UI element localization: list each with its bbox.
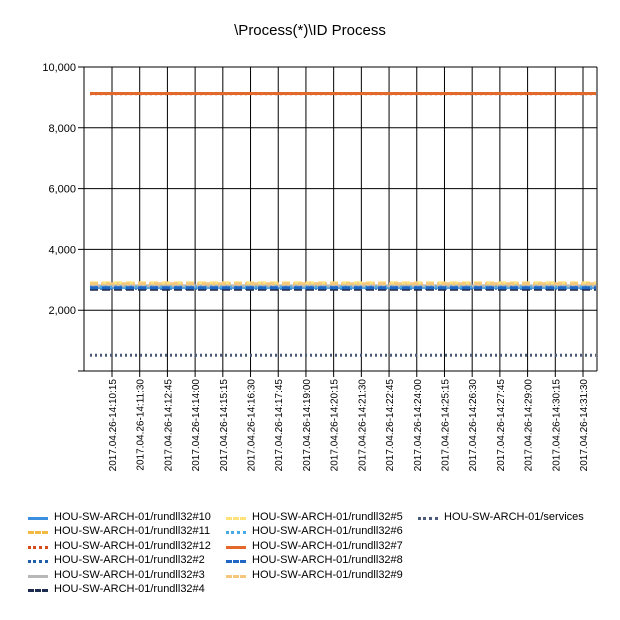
legend-swatch — [28, 545, 48, 549]
x-tick-label: 2017.04.26-14:21:30 — [357, 379, 368, 472]
y-tick-label: 10,000 — [42, 62, 76, 74]
y-tick-label: 2,000 — [48, 305, 76, 317]
legend-swatch — [226, 560, 246, 564]
x-tick-label: 2017.04.26-14:31:30 — [579, 379, 590, 472]
legend-swatch — [226, 531, 246, 535]
grid — [78, 66, 598, 377]
x-tick-label: 2017.04.26-14:30:15 — [551, 379, 562, 472]
chart-title: \Process(*)\ID Process — [234, 22, 386, 39]
legend-label: HOU-SW-ARCH-01/rundll32#11 — [54, 525, 211, 538]
legend-label: HOU-SW-ARCH-01/rundll32#6 — [252, 525, 403, 538]
y-axis: 2,000 4,000 6,000 8,000 10,000 — [42, 62, 76, 317]
x-tick-label: 2017.04.26-14:12:45 — [163, 379, 174, 472]
legend-swatch — [28, 588, 48, 592]
x-tick-label: 2017.04.26-14:24:00 — [413, 379, 424, 472]
legend-label: HOU-SW-ARCH-01/rundll32#3 — [54, 568, 205, 581]
legend-label: HOU-SW-ARCH-01/rundll32#9 — [252, 568, 403, 581]
x-axis: 2017.04.26-14:10:15 2017.04.26-14:11:30 20… — [108, 379, 590, 472]
x-tick-label: 2017.04.26-14:26:30 — [468, 379, 479, 472]
y-tick-label: 4,000 — [48, 244, 76, 256]
legend-swatch — [226, 574, 246, 578]
x-tick-label: 2017.04.26-14:16:30 — [247, 379, 258, 472]
legend-label: HOU-SW-ARCH-01/rundll32#8 — [252, 554, 403, 567]
legend-label: HOU-SW-ARCH-01/rundll32#5 — [252, 511, 403, 523]
x-tick-label: 2017.04.26-14:10:15 — [108, 379, 119, 472]
legend-label: HOU-SW-ARCH-01/services — [444, 511, 584, 523]
y-tick-label: 8,000 — [48, 123, 76, 135]
series-lines — [90, 91, 596, 357]
x-tick-label: 2017.04.26-14:14:00 — [191, 379, 202, 472]
legend-swatch — [28, 531, 48, 535]
legend-label: HOU-SW-ARCH-01/rundll32#10 — [54, 511, 211, 523]
legend-swatch — [226, 545, 246, 549]
x-tick-label: 2017.04.26-14:22:45 — [385, 379, 396, 472]
x-tick-label: 2017.04.26-14:19:00 — [302, 379, 313, 472]
x-tick-label: 2017.04.26-14:25:15 — [440, 379, 451, 472]
legend-label: HOU-SW-ARCH-01/rundll32#7 — [252, 539, 403, 552]
x-tick-label: 2017.04.26-14:11:30 — [136, 379, 147, 471]
x-tick-label: 2017.04.26-14:17:45 — [274, 379, 285, 472]
legend-label: HOU-SW-ARCH-01/rundll32#2 — [54, 554, 205, 567]
y-tick-label: 6,000 — [48, 184, 76, 196]
legend-swatch — [28, 560, 48, 564]
legend-swatch — [28, 517, 48, 520]
x-tick-label: 2017.04.26-14:29:00 — [524, 379, 535, 472]
legend-swatch — [28, 574, 48, 578]
legend-label: HOU-SW-ARCH-01/rundll32#12 — [54, 539, 211, 552]
x-tick-label: 2017.04.26-14:15:15 — [219, 379, 230, 472]
legend-swatch — [418, 517, 438, 520]
x-tick-label: 2017.04.26-14:27:45 — [496, 379, 507, 472]
legend-label: HOU-SW-ARCH-01/rundll32#4 — [54, 582, 205, 595]
legend-swatch — [226, 517, 246, 520]
x-tick-label: 2017.04.26-14:20:15 — [330, 379, 341, 472]
